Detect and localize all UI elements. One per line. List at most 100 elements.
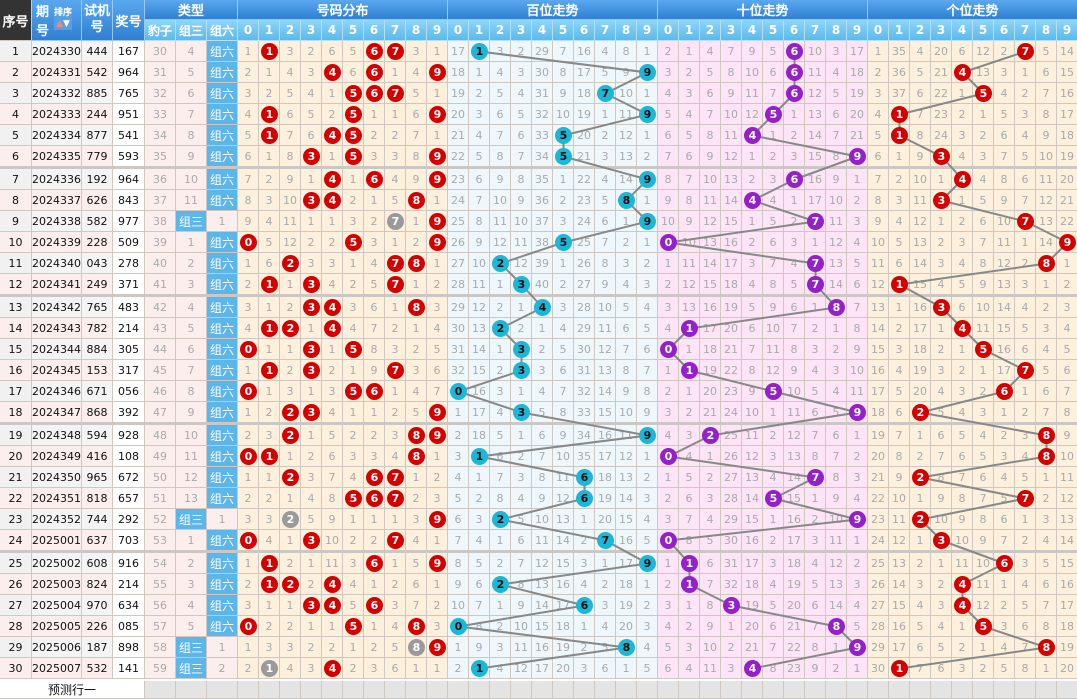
predict-cell[interactable]: [889, 681, 910, 699]
hundreds-cell: 10: [553, 446, 574, 467]
dist-cell: 3: [343, 297, 364, 318]
tens-cell: 3: [826, 41, 847, 62]
dist-cell: 6: [427, 360, 448, 381]
dist-cell: 5: [385, 190, 406, 211]
type-tag-zuliu: 组六: [207, 62, 238, 83]
hundreds-hit-marker: 2: [492, 576, 509, 593]
predict-cell[interactable]: [1036, 681, 1057, 699]
predict-cell[interactable]: [259, 681, 280, 699]
units-cell: 29: [868, 637, 889, 658]
predict-cell[interactable]: [931, 681, 952, 699]
row-seq: 1: [0, 41, 32, 62]
hundreds-cell: 1: [469, 467, 490, 488]
predict-cell[interactable]: [469, 681, 490, 699]
predict-cell[interactable]: [343, 681, 364, 699]
predict-cell[interactable]: [994, 681, 1015, 699]
hundreds-cell: 4: [574, 574, 595, 595]
header-period[interactable]: 期号排序 ▲▼: [32, 0, 82, 41]
predict-cell[interactable]: [658, 681, 679, 699]
predict-cell[interactable]: [616, 681, 637, 699]
predict-cell[interactable]: [574, 681, 595, 699]
hundreds-cell: 1: [511, 381, 532, 402]
tens-cell: 1: [826, 637, 847, 658]
units-cell: 1: [931, 553, 952, 574]
units-cell: 1: [994, 574, 1015, 595]
sort-up-icon[interactable]: ▲: [56, 19, 63, 29]
predict-cell[interactable]: [826, 681, 847, 699]
row-winning-number: 214: [113, 318, 145, 339]
predict-cell[interactable]: [145, 681, 176, 699]
hundreds-hit-marker: 1: [471, 660, 488, 677]
tens-hit-marker: 6: [786, 64, 803, 81]
row-winning-number: 317: [113, 360, 145, 381]
units-cell: 36: [889, 62, 910, 83]
units-cell: 28: [868, 616, 889, 637]
dist-cell: 9: [406, 169, 427, 190]
predict-cell[interactable]: [1015, 681, 1036, 699]
predict-cell[interactable]: [973, 681, 994, 699]
predict-cell[interactable]: [679, 681, 700, 699]
predict-cell[interactable]: [364, 681, 385, 699]
hundreds-cell: 4: [469, 530, 490, 551]
units-cell: 17: [1057, 595, 1077, 616]
hundreds-cell: 18: [448, 62, 469, 83]
predict-cell[interactable]: [427, 681, 448, 699]
type-tag-zuliu: 组六: [207, 360, 238, 381]
predict-cell[interactable]: [721, 681, 742, 699]
type-tag-zuliu: 组六: [207, 274, 238, 295]
dist-cell: 3: [301, 62, 322, 83]
predict-cell[interactable]: [532, 681, 553, 699]
predict-cell[interactable]: [176, 681, 207, 699]
dist-cell: 6: [280, 104, 301, 125]
sort-down-icon[interactable]: ▼: [63, 19, 70, 29]
dist-cell: 1: [406, 658, 427, 679]
hundreds-hit-marker: 7: [597, 85, 614, 102]
dist-cell: 2: [427, 274, 448, 295]
predict-cell[interactable]: [763, 681, 784, 699]
tens-cell: 7: [679, 169, 700, 190]
predict-cell[interactable]: [868, 681, 889, 699]
predict-cell[interactable]: [490, 681, 511, 699]
dist-cell: 1: [280, 530, 301, 551]
predict-cell[interactable]: [910, 681, 931, 699]
predict-cell[interactable]: [595, 681, 616, 699]
predict-cell[interactable]: [301, 681, 322, 699]
hundreds-hit-marker: 0: [450, 383, 467, 400]
predict-cell[interactable]: [322, 681, 343, 699]
predict-cell[interactable]: [637, 681, 658, 699]
hundreds-cell: 1: [448, 402, 469, 423]
units-cell: 20: [1057, 169, 1077, 190]
predict-cell[interactable]: [448, 681, 469, 699]
predict-cell[interactable]: [511, 681, 532, 699]
dist-cell: 1: [427, 574, 448, 595]
predict-cell[interactable]: [207, 681, 238, 699]
predict-cell[interactable]: [847, 681, 868, 699]
dist-hit-marker: 6: [366, 64, 383, 81]
dist-hit-marker: 3: [303, 404, 320, 421]
row-period: 2024333: [32, 104, 82, 125]
predict-cell[interactable]: [280, 681, 301, 699]
predict-cell[interactable]: [553, 681, 574, 699]
predict-cell[interactable]: [742, 681, 763, 699]
units-cell: 16: [889, 616, 910, 637]
units-cell: 3: [1036, 318, 1057, 339]
tens-cell: 2: [658, 488, 679, 509]
sort-toggle[interactable]: 排序 ▲▼: [54, 8, 73, 30]
row-period: 2024345: [32, 360, 82, 381]
tens-cell: 2: [826, 658, 847, 679]
hundreds-cell: 1: [553, 253, 574, 274]
hundreds-cell: 4: [595, 41, 616, 62]
predict-cell[interactable]: [700, 681, 721, 699]
predict-cell[interactable]: [406, 681, 427, 699]
hundreds-cell: 40: [532, 274, 553, 295]
predict-cell[interactable]: [1057, 681, 1077, 699]
hundreds-cell: 16: [532, 637, 553, 658]
predict-cell[interactable]: [385, 681, 406, 699]
tens-cell: 6: [742, 318, 763, 339]
predict-cell[interactable]: [952, 681, 973, 699]
predict-cell[interactable]: [784, 681, 805, 699]
header-tens-digit-4: 4: [742, 20, 763, 41]
hundreds-cell: 3: [511, 467, 532, 488]
predict-cell[interactable]: [238, 681, 259, 699]
predict-cell[interactable]: [805, 681, 826, 699]
